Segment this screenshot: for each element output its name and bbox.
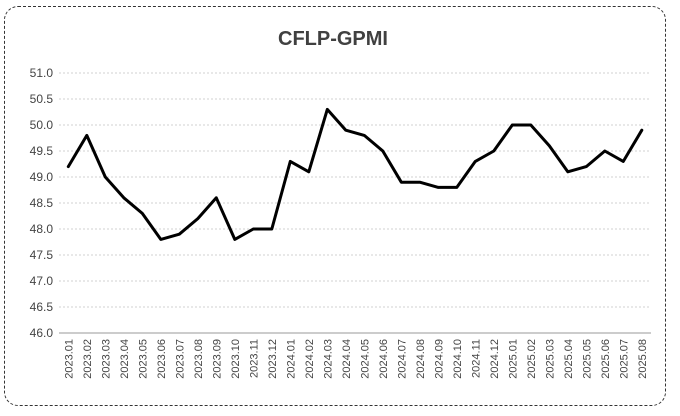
data-point xyxy=(492,149,495,153)
x-tick-label: 2024.04 xyxy=(341,339,353,379)
data-point xyxy=(326,108,329,111)
data-point xyxy=(548,144,551,147)
data-point xyxy=(381,149,384,153)
y-tick-label: 46.5 xyxy=(30,300,54,314)
data-point xyxy=(104,175,107,179)
data-point xyxy=(418,181,421,184)
y-tick-label: 46.0 xyxy=(30,326,54,340)
x-tick-label: 2024.06 xyxy=(378,339,390,379)
x-tick-label: 2023.10 xyxy=(230,339,242,379)
series-line xyxy=(66,107,644,241)
x-tick-label: 2023.08 xyxy=(193,339,205,379)
y-tick-label: 47.5 xyxy=(30,248,54,262)
x-tick-label: 2024.02 xyxy=(304,339,316,379)
x-tick-label: 2024.11 xyxy=(470,339,482,378)
x-tick-label: 2024.12 xyxy=(489,339,501,379)
data-point xyxy=(363,134,366,137)
x-tick-label: 2025.01 xyxy=(507,339,519,379)
chart-title: CFLP-GPMI xyxy=(278,28,388,50)
x-tick-label: 2025.08 xyxy=(637,339,649,379)
data-point xyxy=(529,123,532,127)
series-layer xyxy=(66,107,644,241)
x-tick-label: 2023.11 xyxy=(248,339,260,378)
data-point xyxy=(585,165,588,168)
x-tick-label: 2024.03 xyxy=(322,339,334,379)
x-tick-label: 2024.09 xyxy=(433,339,445,379)
y-tick-label: 48.0 xyxy=(30,222,54,236)
data-point xyxy=(141,212,144,215)
data-point xyxy=(622,160,625,163)
x-tick-label: 2023.02 xyxy=(82,339,94,379)
grid-lines xyxy=(59,72,651,334)
x-tick-label: 2025.03 xyxy=(544,339,556,379)
data-point xyxy=(233,238,236,241)
x-tick-label: 2023.09 xyxy=(211,339,223,379)
data-point xyxy=(67,165,70,168)
x-tick-label: 2023.01 xyxy=(63,339,75,379)
data-point xyxy=(122,196,125,199)
x-tick-label: 2024.01 xyxy=(285,339,297,379)
data-point xyxy=(455,186,458,189)
y-tick-label: 51.0 xyxy=(30,66,54,80)
data-point xyxy=(566,170,569,173)
data-point xyxy=(252,227,255,231)
data-point xyxy=(270,227,273,231)
data-point xyxy=(289,160,292,163)
x-tick-label: 2023.12 xyxy=(267,339,279,379)
y-tick-label: 47.0 xyxy=(30,274,54,288)
y-tick-label: 50.0 xyxy=(30,118,54,132)
data-point xyxy=(307,170,310,173)
x-tick-label: 2024.05 xyxy=(359,339,371,379)
x-tick-label: 2023.03 xyxy=(100,339,112,379)
x-tick-label: 2025.04 xyxy=(563,339,575,379)
x-tick-label: 2023.07 xyxy=(174,339,186,379)
data-point xyxy=(159,238,162,241)
x-axis-ticks: 2023.01 2023.02 2023.03 2023.04 2023.05 2023.… xyxy=(63,339,649,379)
data-point xyxy=(85,134,88,137)
x-tick-label: 2024.07 xyxy=(396,339,408,379)
y-axis-ticks: 46.0 46.5 47.0 47.5 48.0 48.5 49.0 49.5 50.0 50.5… xyxy=(30,66,54,340)
x-tick-label: 2025.05 xyxy=(581,339,593,379)
data-point xyxy=(640,129,643,132)
data-point xyxy=(603,149,606,153)
data-point xyxy=(215,196,218,199)
x-tick-label: 2023.05 xyxy=(137,339,149,379)
y-tick-label: 49.0 xyxy=(30,170,54,184)
data-point xyxy=(511,123,514,127)
x-tick-label: 2024.10 xyxy=(452,339,464,379)
x-tick-label: 2024.08 xyxy=(415,339,427,379)
data-point xyxy=(178,233,181,236)
data-point xyxy=(196,217,199,220)
data-point xyxy=(437,186,440,189)
x-tick-label: 2025.07 xyxy=(618,339,630,379)
y-tick-label: 48.5 xyxy=(30,196,54,210)
x-tick-label: 2023.04 xyxy=(119,339,131,379)
data-point xyxy=(400,181,403,184)
y-tick-label: 50.5 xyxy=(30,92,54,106)
x-tick-label: 2025.06 xyxy=(600,339,612,379)
x-tick-label: 2023.06 xyxy=(156,339,168,379)
y-tick-label: 49.5 xyxy=(30,144,54,158)
x-tick-label: 2025.02 xyxy=(526,339,538,379)
data-point xyxy=(474,160,477,163)
data-point xyxy=(344,129,347,132)
